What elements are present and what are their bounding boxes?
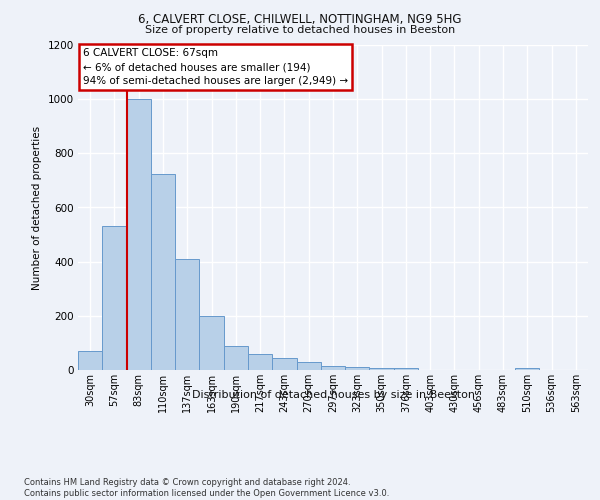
- Text: Contains HM Land Registry data © Crown copyright and database right 2024.
Contai: Contains HM Land Registry data © Crown c…: [24, 478, 389, 498]
- Bar: [370, 368, 394, 370]
- Bar: [248, 354, 272, 370]
- Bar: [515, 368, 539, 370]
- Bar: [175, 259, 199, 370]
- Bar: [296, 362, 321, 370]
- Bar: [272, 358, 296, 370]
- Bar: [151, 174, 175, 370]
- Text: 6 CALVERT CLOSE: 67sqm
← 6% of detached houses are smaller (194)
94% of semi-det: 6 CALVERT CLOSE: 67sqm ← 6% of detached …: [83, 48, 348, 86]
- Text: Distribution of detached houses by size in Beeston: Distribution of detached houses by size …: [191, 390, 475, 400]
- Y-axis label: Number of detached properties: Number of detached properties: [32, 126, 42, 290]
- Bar: [394, 368, 418, 370]
- Bar: [127, 99, 151, 370]
- Bar: [345, 368, 370, 370]
- Bar: [224, 346, 248, 370]
- Bar: [321, 366, 345, 370]
- Bar: [199, 316, 224, 370]
- Text: Size of property relative to detached houses in Beeston: Size of property relative to detached ho…: [145, 25, 455, 35]
- Bar: [78, 351, 102, 370]
- Text: 6, CALVERT CLOSE, CHILWELL, NOTTINGHAM, NG9 5HG: 6, CALVERT CLOSE, CHILWELL, NOTTINGHAM, …: [138, 12, 462, 26]
- Bar: [102, 226, 127, 370]
